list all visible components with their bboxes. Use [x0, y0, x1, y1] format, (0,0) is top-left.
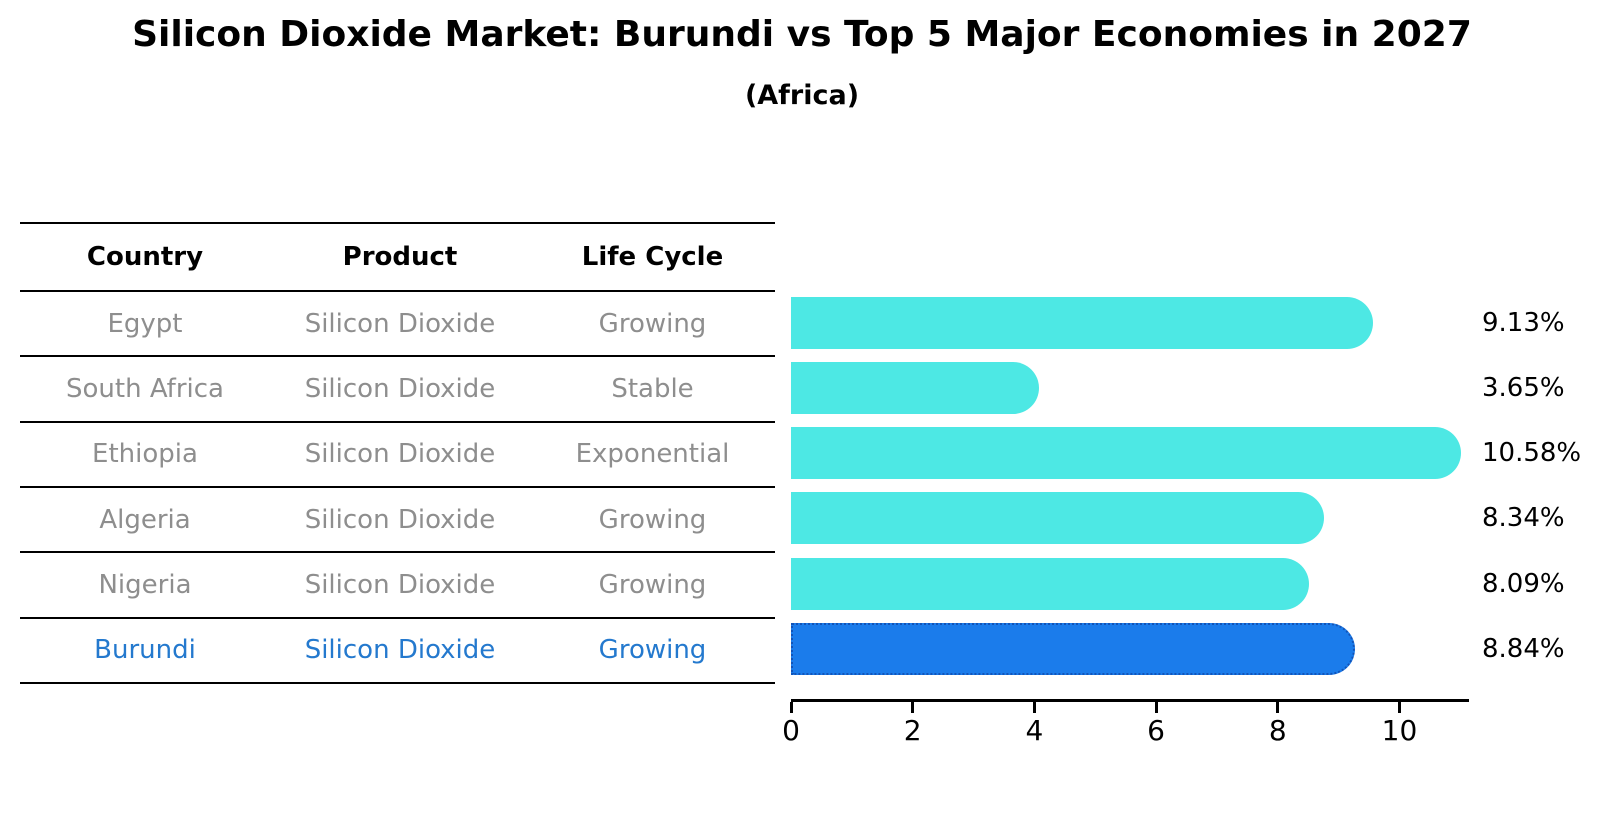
- table-row-burundi: Burundi Silicon Dioxide Growing: [20, 619, 775, 684]
- cell-country: South Africa: [66, 373, 224, 404]
- bar-nigeria: [791, 557, 1310, 610]
- column-header-country: Country: [86, 242, 204, 272]
- cell-life-cycle: Growing: [598, 635, 707, 666]
- cell-product: Silicon Dioxide: [304, 504, 496, 535]
- cell-life-cycle: Growing: [598, 308, 707, 339]
- bar-plot-area: [791, 290, 1467, 682]
- cell-country: Ethiopia: [92, 439, 198, 470]
- cell-life-cycle: Stable: [611, 373, 694, 404]
- x-tick-mark: [1032, 702, 1036, 713]
- bar-value-label: 3.65%: [1482, 372, 1565, 403]
- bar-south-africa: [791, 361, 1040, 414]
- x-tick-mark: [911, 702, 915, 713]
- cell-life-cycle: Growing: [598, 569, 707, 600]
- cell-product: Silicon Dioxide: [304, 308, 496, 339]
- bar-value-labels: 9.13% 3.65% 10.58% 8.34% 8.09% 8.84%: [1482, 290, 1604, 682]
- chart-title: Silicon Dioxide Market: Burundi vs Top 5…: [132, 14, 1472, 55]
- bar-ethiopia: [791, 427, 1461, 480]
- x-tick-label: 0: [782, 714, 800, 747]
- cell-product: Silicon Dioxide: [304, 439, 496, 470]
- x-axis-line: [791, 699, 1469, 702]
- bar-highlight-burundi: [791, 623, 1355, 676]
- table-header-row: Country Product Life Cycle: [20, 224, 775, 292]
- chart-subtitle: (Africa): [744, 80, 860, 111]
- x-tick-label: 6: [1147, 714, 1165, 747]
- x-tick-label: 8: [1268, 714, 1287, 747]
- table-row: Ethiopia Silicon Dioxide Exponential: [20, 423, 775, 488]
- cell-life-cycle: Growing: [598, 504, 707, 535]
- x-tick-label: 10: [1381, 714, 1418, 747]
- table-row: Algeria Silicon Dioxide Growing: [20, 488, 775, 554]
- cell-product: Silicon Dioxide: [304, 373, 496, 404]
- cell-product: Silicon Dioxide: [304, 635, 496, 666]
- cell-country: Algeria: [99, 504, 191, 535]
- country-info-table: Country Product Life Cycle Egypt Silicon…: [20, 222, 775, 684]
- bar-value-label: 8.84%: [1482, 634, 1565, 665]
- x-axis-ticks: 0 2 4 6 8 10: [782, 702, 1467, 750]
- bar-value-label: 10.58%: [1482, 438, 1582, 469]
- cell-country: Egypt: [107, 308, 183, 339]
- table-row: Nigeria Silicon Dioxide Growing: [20, 553, 775, 619]
- column-header-life-cycle: Life Cycle: [581, 242, 724, 272]
- bar-value-label: 9.13%: [1482, 307, 1565, 338]
- cell-life-cycle: Exponential: [575, 439, 730, 470]
- table-row: South Africa Silicon Dioxide Stable: [20, 357, 775, 423]
- x-tick-label: 4: [1025, 714, 1044, 747]
- x-tick-mark: [1276, 702, 1280, 713]
- bar-value-label: 8.34%: [1482, 503, 1565, 534]
- table-row: Egypt Silicon Dioxide Growing: [20, 292, 775, 358]
- bar-algeria: [791, 492, 1325, 545]
- bar-egypt: [791, 296, 1373, 349]
- x-tick-label: 2: [903, 714, 922, 747]
- bar-value-label: 8.09%: [1482, 568, 1565, 599]
- x-tick-mark: [1154, 702, 1158, 713]
- column-header-product: Product: [342, 242, 458, 272]
- cell-product: Silicon Dioxide: [304, 569, 496, 600]
- x-tick-mark: [789, 702, 793, 713]
- cell-country: Nigeria: [98, 569, 192, 600]
- cell-country: Burundi: [94, 635, 196, 666]
- x-tick-mark: [1397, 702, 1401, 713]
